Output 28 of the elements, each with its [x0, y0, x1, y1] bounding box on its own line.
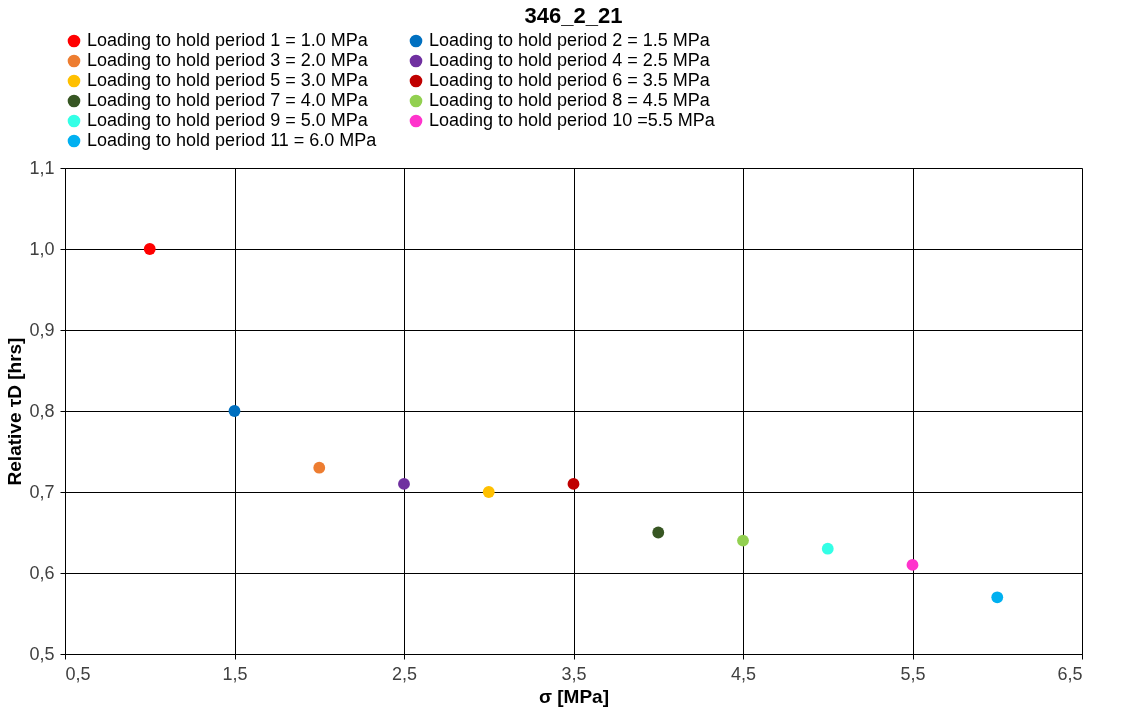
legend-label: Loading to hold period 8 = 4.5 MPa — [429, 90, 711, 110]
y-tick-label: 1,0 — [29, 238, 55, 259]
x-tick-label: 0,5 — [65, 663, 91, 684]
x-tick-label: 1,5 — [222, 663, 248, 684]
legend-label: Loading to hold period 4 = 2.5 MPa — [429, 50, 711, 70]
legend-label: Loading to hold period 3 = 2.0 MPa — [87, 50, 369, 70]
y-tick-label: 1,1 — [29, 157, 55, 178]
x-axis-title: σ [MPa] — [539, 685, 609, 707]
x-tick-label: 4,5 — [730, 663, 757, 684]
y-tick-label: 0,9 — [29, 319, 55, 340]
y-tick-label: 0,5 — [29, 643, 55, 664]
x-tick-label: 3,5 — [561, 663, 587, 684]
legend-label: Loading to hold period 6 = 3.5 MPa — [429, 70, 711, 90]
y-tick-label: 0,8 — [29, 400, 55, 421]
x-tick-label: 6,5 — [1057, 663, 1083, 684]
y-tick-label: 0,7 — [29, 481, 55, 502]
x-tick-label: 2,5 — [391, 663, 418, 684]
chart-title: 346_2_21 — [524, 3, 623, 28]
legend-label: Loading to hold period 10 =5.5 MPa — [429, 110, 716, 130]
legend-label: Loading to hold period 7 = 4.0 MPa — [87, 90, 369, 110]
y-tick-label: 0,6 — [29, 562, 55, 583]
x-tick-label: 5,5 — [900, 663, 926, 684]
legend-label: Loading to hold period 9 = 5.0 MPa — [87, 110, 369, 130]
legend-label: Loading to hold period 2 = 1.5 MPa — [429, 30, 711, 50]
legend-label: Loading to hold period 5 = 3.0 MPa — [87, 70, 369, 90]
y-axis-title: Relative τD [hrs] — [4, 337, 26, 486]
legend-label: Loading to hold period 11 = 6.0 MPa — [87, 130, 378, 150]
legend-label: Loading to hold period 1 = 1.0 MPa — [87, 30, 369, 50]
